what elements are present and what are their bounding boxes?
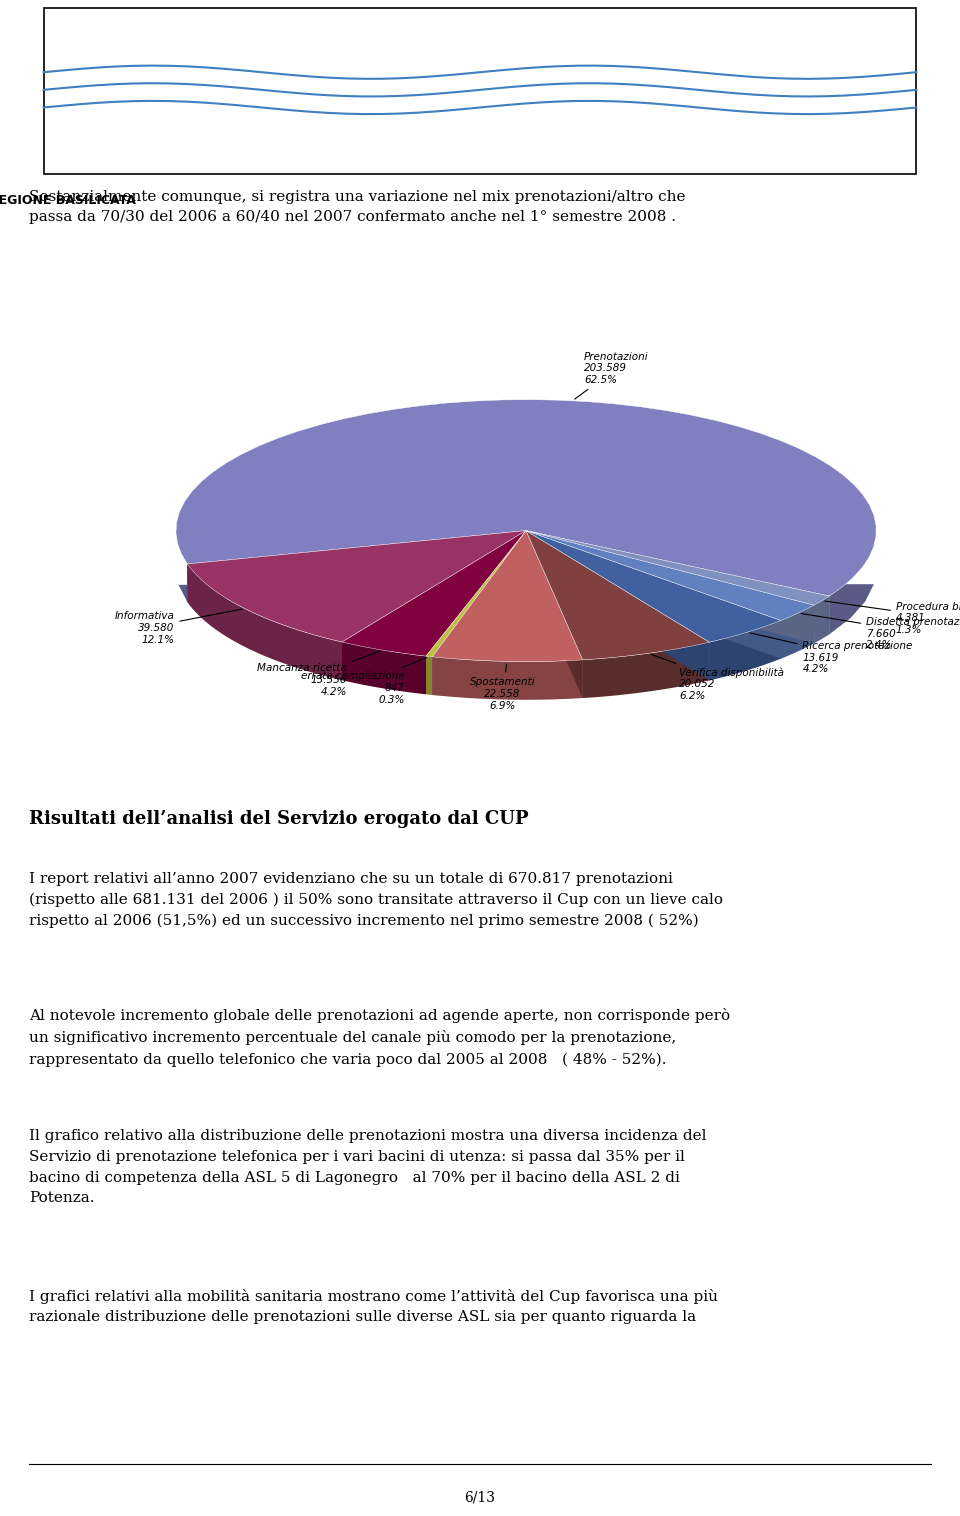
Polygon shape (426, 531, 526, 694)
Text: Il grafico relativo alla distribuzione delle prenotazioni mostra una diversa inc: Il grafico relativo alla distribuzione d… (29, 1129, 707, 1205)
Text: Spostamenti
22.558
6.9%: Spostamenti 22.558 6.9% (469, 664, 535, 711)
Polygon shape (179, 546, 874, 634)
Polygon shape (526, 531, 814, 643)
Polygon shape (432, 656, 583, 700)
Polygon shape (526, 531, 709, 681)
Polygon shape (187, 531, 526, 602)
Text: errata compilazione
847
0.3%: errata compilazione 847 0.3% (301, 658, 426, 705)
Polygon shape (426, 531, 526, 656)
Polygon shape (780, 605, 814, 658)
Text: Prenotazioni
203.589
62.5%: Prenotazioni 203.589 62.5% (575, 352, 649, 399)
Polygon shape (187, 531, 526, 602)
Polygon shape (526, 531, 780, 658)
Polygon shape (526, 531, 583, 697)
Text: Sostanzialmente comunque, si registra una variazione nel mix prenotazioni/altro : Sostanzialmente comunque, si registra un… (29, 190, 685, 224)
Polygon shape (187, 531, 526, 643)
Polygon shape (426, 656, 432, 694)
Polygon shape (526, 531, 829, 634)
Polygon shape (526, 531, 814, 643)
Polygon shape (342, 531, 526, 681)
Text: Al notevole incremento globale delle prenotazioni ad agende aperte, non corrispo: Al notevole incremento globale delle pre… (29, 1008, 730, 1067)
Polygon shape (814, 596, 829, 643)
Polygon shape (526, 531, 780, 658)
Text: Ricerca prenotazione
13.619
4.2%: Ricerca prenotazione 13.619 4.2% (750, 632, 913, 675)
Polygon shape (526, 531, 829, 634)
Text: Risultati dell’analisi del Servizio erogato dal CUP: Risultati dell’analisi del Servizio erog… (29, 810, 528, 828)
Polygon shape (526, 531, 829, 605)
Polygon shape (526, 531, 814, 620)
Polygon shape (432, 531, 526, 694)
Text: Disdetta prenotazione
7.660
2.4%: Disdetta prenotazione 7.660 2.4% (801, 614, 960, 650)
Text: I grafici relativi alla mobilità sanitaria mostrano come l’attività del Cup favo: I grafici relativi alla mobilità sanitar… (29, 1289, 718, 1323)
Polygon shape (176, 400, 876, 596)
Polygon shape (342, 531, 526, 656)
Text: Mancanza ricetta
13.556
4.2%: Mancanza ricetta 13.556 4.2% (257, 650, 380, 696)
Polygon shape (432, 531, 583, 661)
Text: REGIONE BASILICATA: REGIONE BASILICATA (0, 194, 136, 206)
Text: Procedura bloccata
4.381
1.3%: Procedura bloccata 4.381 1.3% (825, 600, 960, 635)
Polygon shape (432, 531, 526, 694)
Polygon shape (583, 643, 709, 697)
Polygon shape (526, 531, 709, 659)
Polygon shape (526, 531, 709, 681)
Polygon shape (342, 531, 526, 681)
Text: Verifica disponibilità
20.052
6.2%: Verifica disponibilità 20.052 6.2% (651, 655, 784, 700)
Polygon shape (342, 643, 426, 694)
Polygon shape (526, 531, 583, 697)
Polygon shape (426, 531, 526, 694)
Polygon shape (526, 531, 780, 643)
Text: 6/13: 6/13 (465, 1490, 495, 1505)
Text: Informativa
39.580
12.1%: Informativa 39.580 12.1% (114, 609, 242, 644)
Polygon shape (187, 564, 342, 681)
Text: I report relativi all’anno 2007 evidenziano che su un totale di 670.817 prenotaz: I report relativi all’anno 2007 evidenzi… (29, 872, 723, 928)
FancyBboxPatch shape (43, 8, 917, 174)
Polygon shape (709, 620, 780, 681)
